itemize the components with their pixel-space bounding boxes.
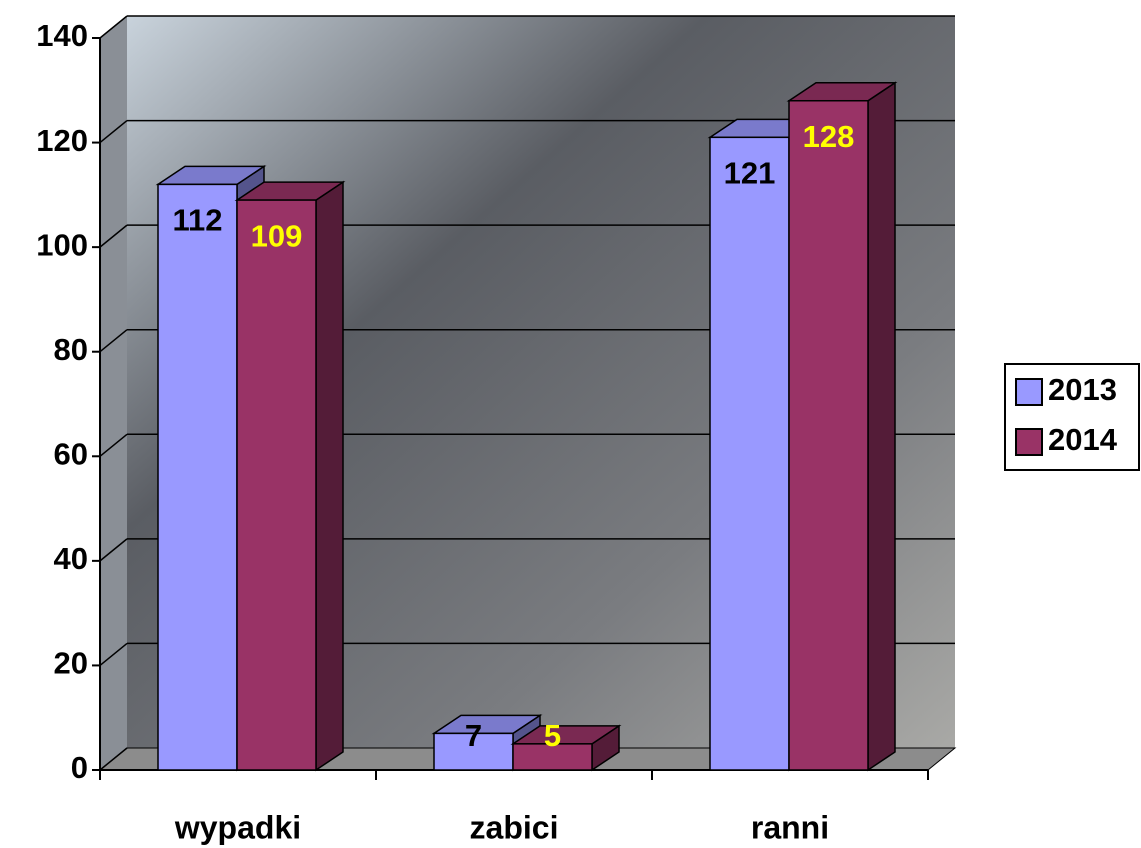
bar-side (316, 182, 343, 770)
chart: 0 20 40 60 80 100 120 140 wypadki zabici ranni 112 1… (0, 0, 1141, 848)
bar (158, 184, 237, 770)
y-tick-label: 40 (54, 541, 88, 576)
legend-label: 2013 (1048, 372, 1117, 407)
bar-side (868, 83, 895, 770)
data-label: 121 (724, 156, 776, 191)
y-tick-label: 80 (54, 332, 88, 367)
y-tick-label: 20 (54, 646, 88, 681)
data-label: 128 (803, 119, 855, 154)
bar (237, 200, 316, 770)
legend-label: 2014 (1048, 422, 1118, 457)
data-label: 112 (172, 203, 222, 238)
y-tick-label: 100 (36, 227, 88, 262)
y-tick-label: 140 (36, 18, 88, 53)
data-label: 5 (544, 718, 561, 753)
y-tick-label: 120 (36, 123, 88, 158)
legend-swatch (1016, 379, 1042, 405)
y-tick-label: 60 (54, 436, 88, 471)
legend-swatch (1016, 429, 1042, 455)
x-tick-label: zabici (470, 809, 559, 845)
data-label: 109 (251, 218, 303, 253)
bar (710, 137, 789, 770)
y-tick-label: 0 (71, 750, 88, 785)
data-label: 7 (465, 718, 482, 753)
side-wall (100, 16, 127, 770)
x-tick-label: wypadki (174, 809, 301, 845)
bar (789, 101, 868, 770)
x-tick-label: ranni (751, 809, 829, 845)
